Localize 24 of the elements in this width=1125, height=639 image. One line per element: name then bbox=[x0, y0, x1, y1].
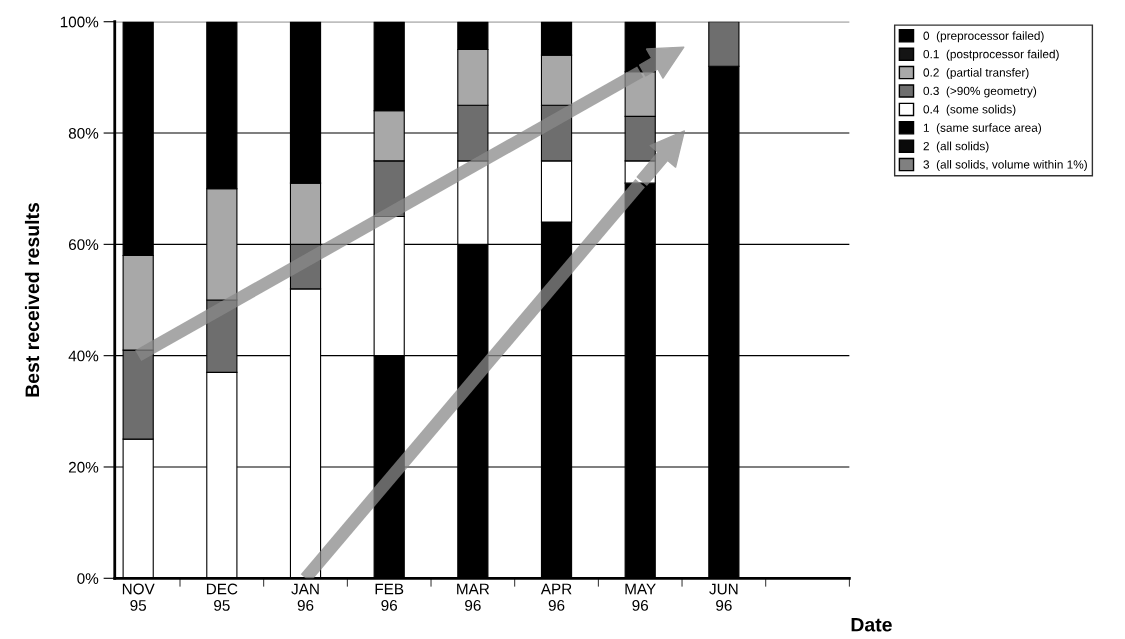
legend-label: 3 (all solids, volume within 1%) bbox=[923, 159, 1087, 171]
y-tick-label: 40% bbox=[68, 350, 99, 362]
y-tick-label: 100% bbox=[60, 16, 99, 28]
legend-label: 0.3 (>90% geometry) bbox=[923, 86, 1037, 98]
x-tick-label: JUN 96 bbox=[709, 583, 738, 611]
legend-label: 0.4 (some solids) bbox=[923, 104, 1016, 116]
y-tick-label: 20% bbox=[68, 461, 99, 473]
x-tick-label: NOV 95 bbox=[122, 583, 155, 611]
legend-label: 2 (all solids) bbox=[923, 141, 989, 153]
y-tick-label: 0% bbox=[77, 573, 99, 584]
x-tick-label: DEC 95 bbox=[206, 583, 238, 611]
x-tick-label: MAY 96 bbox=[625, 583, 656, 611]
x-tick-label: MAR 96 bbox=[457, 583, 490, 611]
legend-label: 0.1 (postprocessor failed) bbox=[923, 49, 1059, 61]
y-tick-label: 80% bbox=[68, 127, 99, 139]
x-tick-label: APR 96 bbox=[540, 583, 572, 611]
legend-label: 1 (same surface area) bbox=[923, 123, 1042, 135]
x-axis-title: Date bbox=[851, 617, 892, 632]
x-tick-label: FEB 96 bbox=[375, 583, 404, 611]
y-axis-title: Best received results bbox=[24, 202, 40, 397]
legend-label: 0 (preprocessor failed) bbox=[923, 31, 1044, 43]
legend-label: 0.2 (partial transfer) bbox=[923, 68, 1029, 80]
y-tick-label: 60% bbox=[68, 239, 99, 251]
x-tick-label: JAN 96 bbox=[291, 583, 319, 611]
